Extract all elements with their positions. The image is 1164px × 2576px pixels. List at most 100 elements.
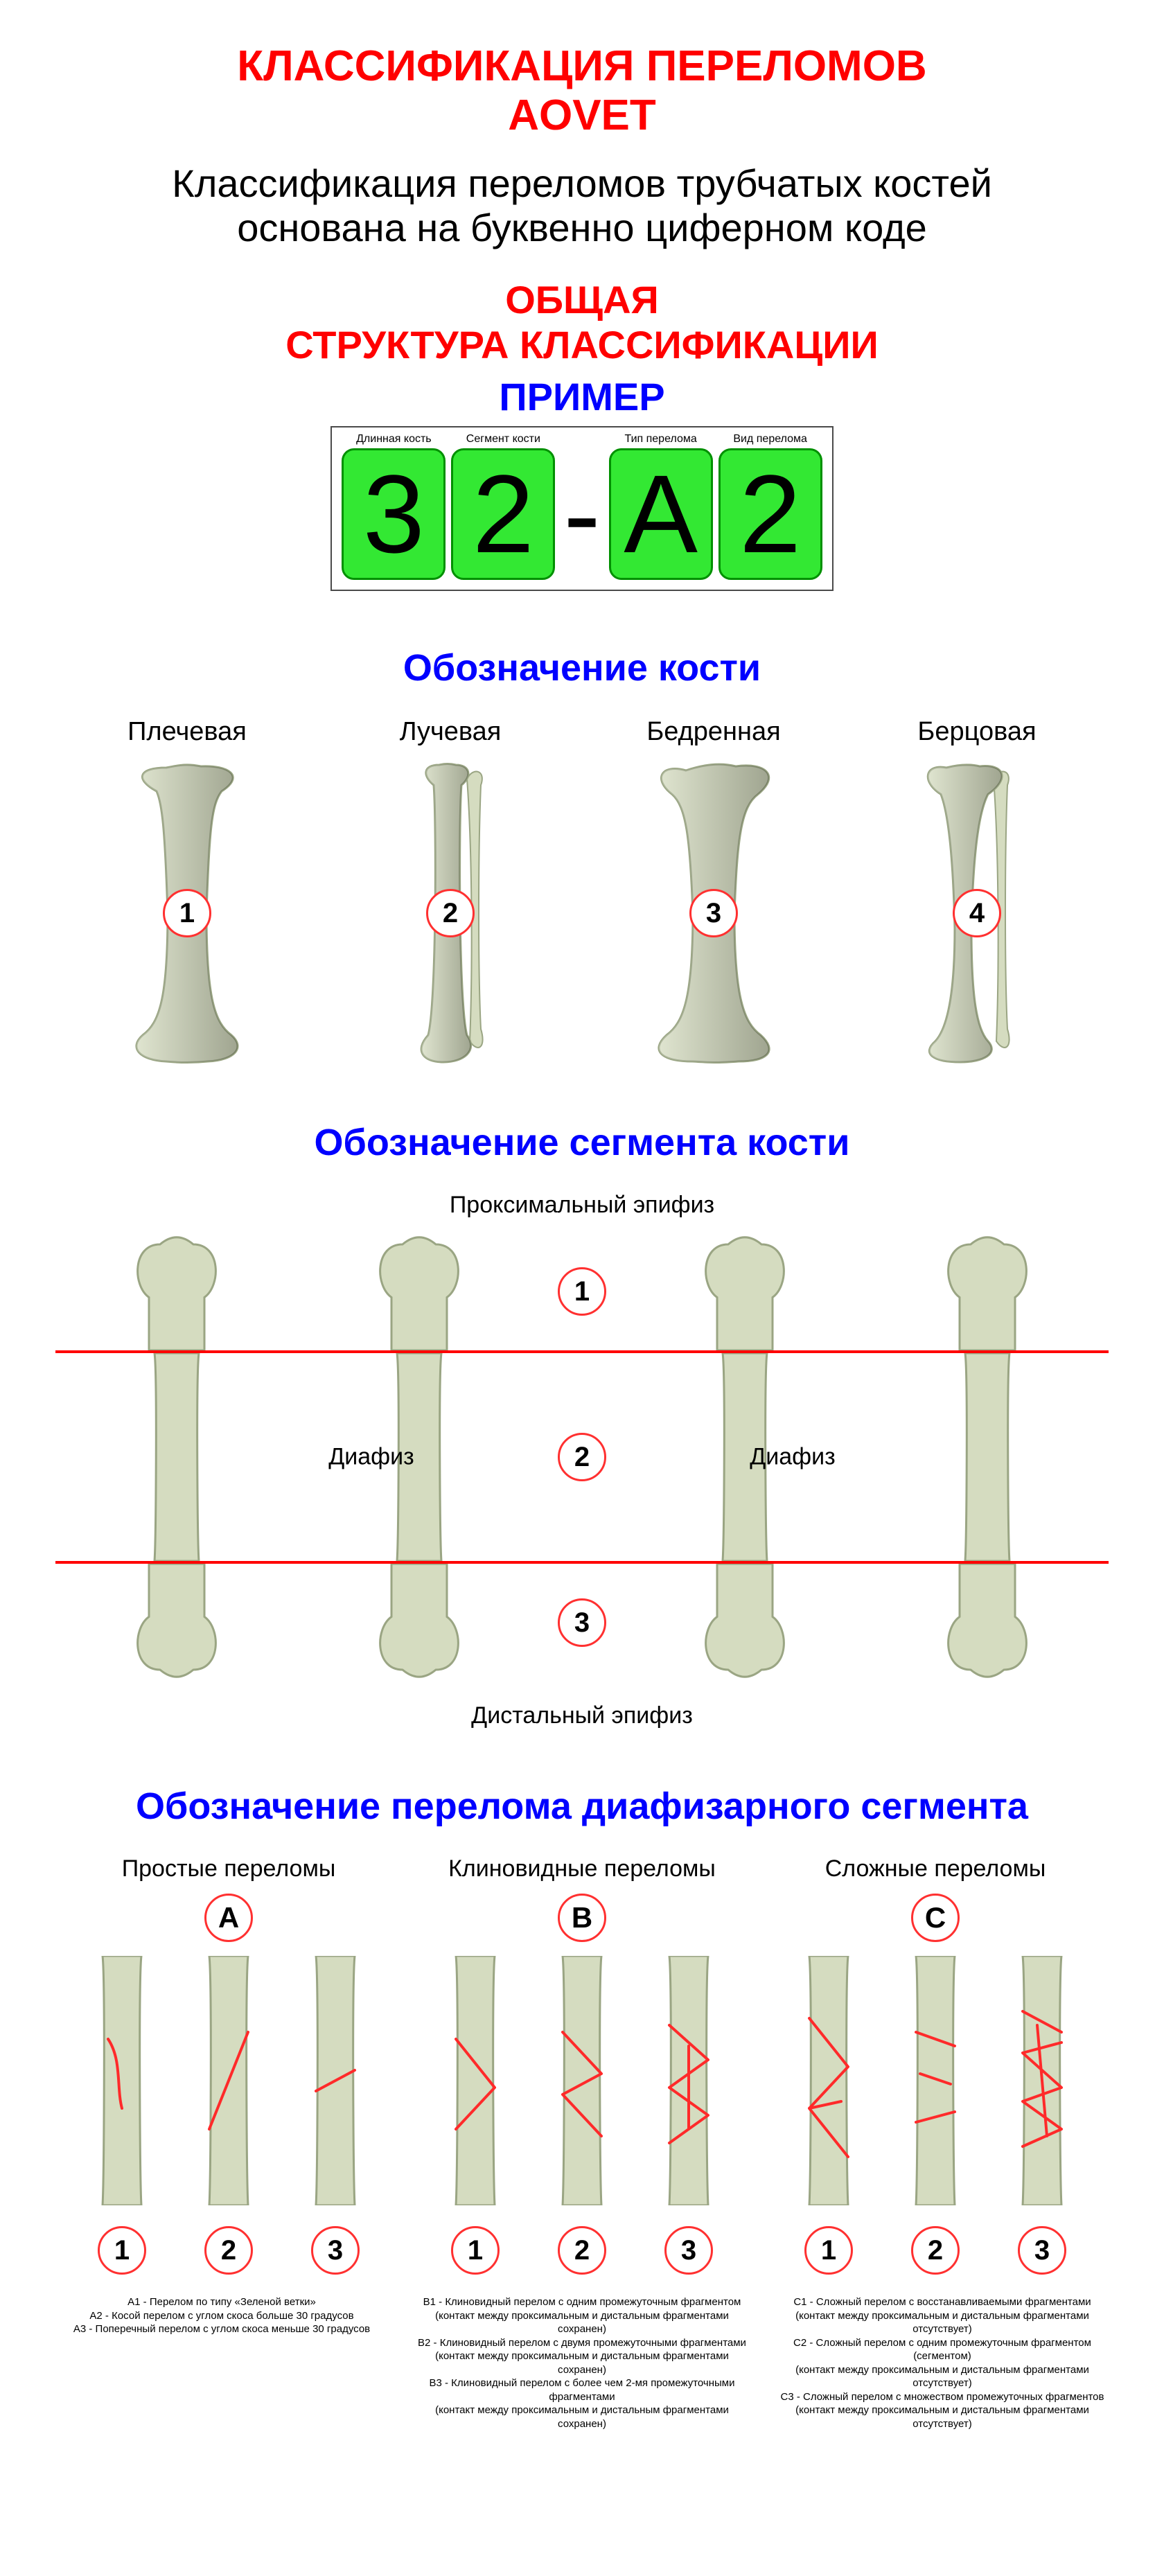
bone-row: Плечевая 1Лучевая 2Бедренная 3Берцовая 4 [55, 717, 1109, 1066]
example-label: ПРИМЕР [55, 374, 1109, 419]
segment-bone-cell [298, 1233, 540, 1350]
bone-illustration: 3 [644, 761, 783, 1066]
bone-illustration: 1 [118, 761, 256, 1066]
fracture-subtype-numbers: 123 [427, 2226, 737, 2275]
segment-bone-cell [866, 1564, 1109, 1682]
code-cell: Длинная кость3 [342, 433, 446, 580]
bone-column: Бедренная 3 [596, 717, 831, 1066]
fracture-subtype-circle: 2 [558, 2226, 606, 2275]
segment-bone-cell [55, 1564, 298, 1682]
segment-number-cell: 2 [540, 1433, 624, 1481]
fracture-bone-illustration [780, 1956, 877, 2205]
bone-column: Лучевая 2 [333, 717, 568, 1066]
fracture-footnote-line: A1 - Перелом по типу «Зеленой ветки» [55, 2295, 388, 2309]
segment-diaphysis-label-left: Диафиз [328, 1444, 414, 1471]
structure-line2: СТРУКТУРА КЛАССИФИКАЦИИ [285, 323, 878, 367]
segment-number-circle: 3 [558, 1598, 606, 1647]
fracture-bone-illustration [287, 1956, 384, 2205]
fracture-bone-illustration [73, 1956, 170, 2205]
code-cell: Сегмент кости 2 [451, 433, 555, 580]
fracture-footnotes: C1 - Сложный перелом с восстанавливаемым… [776, 2295, 1109, 2431]
main-title: КЛАССИФИКАЦИЯ ПЕРЕЛОМОВ AOVET [55, 42, 1109, 141]
fracture-footnote-line: B3 - Клиновидный перелом с более чем 2-м… [416, 2376, 748, 2403]
fracture-subtype-circle: 1 [804, 2226, 853, 2275]
fracture-footnote-line: C2 - Сложный перелом с одним промежуточн… [776, 2336, 1109, 2363]
bone-column: Берцовая 4 [859, 717, 1095, 1066]
fracture-group: Клиновидные переломыB123 [409, 1855, 755, 2275]
main-title-line2: AOVET [508, 91, 656, 139]
segment-distal-label: Дистальный эпифиз [55, 1702, 1109, 1729]
fracture-subtype-circle: 3 [664, 2226, 713, 2275]
segment-diagram: 1 2 Диафиз Диафиз 3 [55, 1233, 1109, 1682]
main-title-line1: КЛАССИФИКАЦИЯ ПЕРЕЛОМОВ [237, 42, 926, 90]
fracture-bone-illustration [887, 1956, 984, 2205]
segment-proximal-label: Проксимальный эпифиз [55, 1192, 1109, 1219]
code-cell-label: Вид перелома [733, 433, 807, 445]
subtitle-line1: Классификация переломов трубчатых костей [172, 161, 992, 205]
bone-name-label: Лучевая [400, 717, 502, 747]
fracture-bone-illustration [180, 1956, 277, 2205]
code-cell-label: Длинная кость [356, 433, 432, 445]
fracture-letter-circle: B [558, 1894, 606, 1942]
code-tile: 2 [718, 448, 822, 580]
fracture-subtype-numbers: 1 2 3 [780, 2226, 1091, 2275]
segment-section-title: Обозначение сегмента кости [55, 1121, 1109, 1164]
fracture-subtype-circle: 3 [311, 2226, 360, 2275]
fracture-footnote-line: (контакт между проксимальным и дистальны… [776, 2403, 1109, 2431]
fracture-footnote-line: (контакт между проксимальным и дистальны… [776, 2309, 1109, 2336]
subtitle-line2: основана на буквенно циферном коде [237, 206, 927, 249]
bone-section-title: Обозначение кости [55, 646, 1109, 689]
fracture-bone-illustration [994, 1956, 1091, 2205]
fracture-bone-illustration [534, 1956, 630, 2205]
fracture-footnotes-row: A1 - Перелом по типу «Зеленой ветки»A2 -… [55, 2295, 1109, 2431]
segment-bone-cell [55, 1233, 298, 1350]
structure-title: ОБЩАЯ СТРУКТУРА КЛАССИФИКАЦИИ [55, 278, 1109, 367]
bone-name-label: Берцовая [917, 717, 1036, 747]
structure-line1: ОБЩАЯ [505, 278, 659, 321]
fracture-footnotes: B1 - Клиновидный перелом с одним промежу… [416, 2295, 748, 2431]
segment-number-cell: 1 [540, 1267, 624, 1316]
fracture-groups: Простые переломыA123Клиновидные переломы… [55, 1855, 1109, 2275]
code-tile: 2 [451, 448, 555, 580]
code-tile: A [609, 448, 713, 580]
segment-diaphysis-label-right: Диафиз [750, 1444, 835, 1471]
fracture-bones [73, 1956, 384, 2205]
fracture-subtype-circle: 2 [204, 2226, 253, 2275]
fracture-footnote-line: C1 - Сложный перелом с восстанавливаемым… [776, 2295, 1109, 2309]
segment-bone-cell [624, 1564, 866, 1682]
fracture-footnote-line: (контакт между проксимальным и дистальны… [416, 2349, 748, 2376]
code-cell: Тип перелома A [609, 433, 713, 580]
fracture-group: Сложные переломыC123 [762, 1855, 1109, 2275]
fracture-group: Простые переломыA123 [55, 1855, 402, 2275]
code-cell-label: Сегмент кости [466, 433, 540, 445]
segment-bone-cell [55, 1353, 298, 1561]
fracture-footnote-line: (контакт между проксимальным и дистальны… [776, 2363, 1109, 2390]
segment-bone-cell [298, 1564, 540, 1682]
fracture-subtype-circle: 2 [911, 2226, 960, 2275]
bone-illustration: 4 [908, 761, 1046, 1066]
fracture-footnote-line: (контакт между проксимальным и дистальны… [416, 2403, 748, 2431]
fracture-subtype-circle: 3 [1018, 2226, 1066, 2275]
subtitle: Классификация переломов трубчатых костей… [55, 161, 1109, 251]
bone-column: Плечевая 1 [69, 717, 305, 1066]
code-cell: Вид перелома 2 [718, 433, 822, 580]
code-dash: - [561, 448, 603, 580]
bone-illustration: 2 [381, 761, 520, 1066]
fracture-footnotes: A1 - Перелом по типу «Зеленой ветки»A2 -… [55, 2295, 388, 2431]
code-cell-label: Тип перелома [625, 433, 697, 445]
bone-number-circle: 4 [953, 889, 1001, 937]
segment-row-distal: 3 [55, 1564, 1109, 1682]
fracture-bone-illustration [427, 1956, 524, 2205]
segment-number-circle: 2 [558, 1433, 606, 1481]
fracture-footnote-line: (контакт между проксимальным и дистальны… [416, 2309, 748, 2336]
fracture-group-title: Простые переломы [122, 1855, 336, 1882]
fracture-footnote-line: B1 - Клиновидный перелом с одним промежу… [416, 2295, 748, 2309]
fracture-footnote-line: A3 - Поперечный перелом с углом скоса ме… [55, 2322, 388, 2336]
segment-row-proximal: 1 [55, 1233, 1109, 1350]
fracture-section-title: Обозначение перелома диафизарного сегмен… [55, 1785, 1109, 1828]
segment-bone-cell [866, 1233, 1109, 1350]
bone-number-circle: 1 [163, 889, 211, 937]
fracture-footnote-line: C3 - Сложный перелом с множеством промеж… [776, 2390, 1109, 2404]
bone-name-label: Бедренная [646, 717, 780, 747]
segment-bone-cell [866, 1353, 1109, 1561]
